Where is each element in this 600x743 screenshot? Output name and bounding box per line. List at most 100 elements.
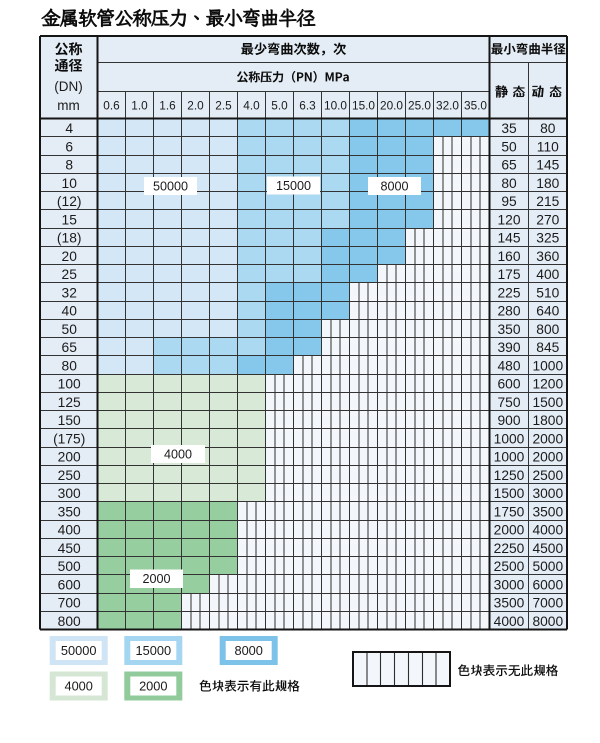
svg-text:1000: 1000 — [532, 358, 563, 373]
svg-text:4: 4 — [65, 121, 73, 136]
svg-text:15000: 15000 — [276, 179, 311, 193]
svg-text:(18): (18) — [57, 231, 82, 246]
svg-text:175: 175 — [497, 267, 520, 282]
svg-text:1500: 1500 — [532, 395, 563, 410]
svg-text:32: 32 — [62, 285, 77, 300]
svg-text:1000: 1000 — [494, 431, 525, 446]
svg-text:640: 640 — [536, 304, 559, 319]
svg-text:(12): (12) — [57, 194, 82, 209]
svg-text:3000: 3000 — [532, 486, 563, 501]
svg-text:20: 20 — [62, 249, 78, 264]
svg-text:6.3: 6.3 — [299, 99, 316, 113]
svg-text:125: 125 — [58, 395, 81, 410]
svg-text:mm: mm — [57, 98, 80, 113]
svg-text:450: 450 — [58, 541, 81, 556]
svg-text:390: 390 — [497, 340, 520, 355]
svg-text:225: 225 — [497, 285, 520, 300]
svg-text:3500: 3500 — [494, 596, 525, 611]
svg-text:360: 360 — [536, 249, 559, 264]
svg-text:750: 750 — [497, 395, 520, 410]
svg-text:3500: 3500 — [532, 504, 563, 519]
svg-text:1800: 1800 — [532, 413, 563, 428]
svg-text:3000: 3000 — [494, 577, 525, 592]
svg-text:350: 350 — [497, 322, 520, 337]
svg-text:325: 325 — [536, 231, 559, 246]
svg-text:2000: 2000 — [532, 450, 563, 465]
svg-text:50: 50 — [62, 322, 78, 337]
svg-text:400: 400 — [58, 523, 81, 538]
svg-text:2000: 2000 — [142, 572, 170, 586]
svg-text:2500: 2500 — [532, 468, 563, 483]
svg-text:50000: 50000 — [153, 179, 188, 193]
svg-text:0.6: 0.6 — [103, 99, 120, 113]
svg-text:4000: 4000 — [164, 447, 192, 461]
svg-text:5000: 5000 — [532, 559, 563, 574]
svg-text:270: 270 — [536, 212, 559, 227]
svg-text:8000: 8000 — [234, 643, 262, 658]
svg-text:1250: 1250 — [494, 468, 525, 483]
svg-text:2.5: 2.5 — [215, 99, 232, 113]
svg-text:1500: 1500 — [494, 486, 525, 501]
svg-text:2500: 2500 — [494, 559, 525, 574]
svg-text:80: 80 — [540, 121, 556, 136]
svg-text:6: 6 — [65, 139, 73, 154]
svg-text:65: 65 — [501, 158, 517, 173]
svg-text:180: 180 — [536, 176, 559, 191]
svg-text:2.0: 2.0 — [187, 99, 204, 113]
svg-text:15000: 15000 — [136, 643, 172, 658]
svg-text:35: 35 — [501, 121, 517, 136]
svg-text:250: 250 — [58, 468, 81, 483]
svg-text:65: 65 — [62, 340, 78, 355]
svg-text:100: 100 — [58, 377, 81, 392]
svg-text:600: 600 — [497, 377, 520, 392]
svg-text:160: 160 — [497, 249, 520, 264]
svg-text:400: 400 — [536, 267, 559, 282]
svg-text:1.0: 1.0 — [131, 99, 148, 113]
svg-text:35.0: 35.0 — [464, 99, 487, 113]
svg-text:8000: 8000 — [532, 614, 563, 629]
svg-text:40: 40 — [62, 304, 78, 319]
svg-text:480: 480 — [497, 358, 520, 373]
svg-text:80: 80 — [62, 358, 78, 373]
svg-text:4000: 4000 — [494, 614, 525, 629]
svg-text:8: 8 — [65, 158, 73, 173]
svg-text:120: 120 — [497, 212, 520, 227]
svg-text:5.0: 5.0 — [271, 99, 288, 113]
svg-text:10.0: 10.0 — [324, 99, 347, 113]
svg-text:150: 150 — [58, 413, 81, 428]
svg-text:350: 350 — [58, 504, 81, 519]
svg-text:95: 95 — [501, 194, 517, 209]
svg-text:15: 15 — [62, 212, 78, 227]
svg-text:4000: 4000 — [64, 678, 92, 693]
svg-text:200: 200 — [58, 450, 81, 465]
svg-text:25.0: 25.0 — [408, 99, 431, 113]
svg-text:32.0: 32.0 — [436, 99, 459, 113]
svg-text:900: 900 — [497, 413, 520, 428]
svg-text:145: 145 — [497, 231, 520, 246]
svg-text:215: 215 — [536, 194, 559, 209]
svg-text:4000: 4000 — [532, 523, 563, 538]
svg-text:7000: 7000 — [532, 596, 563, 611]
svg-text:10: 10 — [62, 176, 78, 191]
svg-text:(175): (175) — [53, 431, 85, 446]
svg-text:800: 800 — [58, 614, 81, 629]
svg-text:2000: 2000 — [139, 678, 167, 693]
svg-text:4.0: 4.0 — [243, 99, 260, 113]
svg-text:600: 600 — [58, 577, 81, 592]
svg-text:1200: 1200 — [532, 377, 563, 392]
svg-text:800: 800 — [536, 322, 559, 337]
svg-text:8000: 8000 — [380, 179, 408, 193]
svg-text:300: 300 — [58, 486, 81, 501]
svg-text:25: 25 — [62, 267, 78, 282]
svg-text:1000: 1000 — [494, 450, 525, 465]
svg-text:80: 80 — [501, 176, 517, 191]
svg-text:845: 845 — [536, 340, 559, 355]
svg-text:6000: 6000 — [532, 577, 563, 592]
svg-text:510: 510 — [536, 285, 559, 300]
svg-text:1750: 1750 — [494, 504, 525, 519]
svg-text:50000: 50000 — [61, 643, 97, 658]
svg-text:2250: 2250 — [494, 541, 525, 556]
svg-text:500: 500 — [58, 559, 81, 574]
svg-text:2000: 2000 — [494, 523, 525, 538]
svg-text:700: 700 — [58, 596, 81, 611]
